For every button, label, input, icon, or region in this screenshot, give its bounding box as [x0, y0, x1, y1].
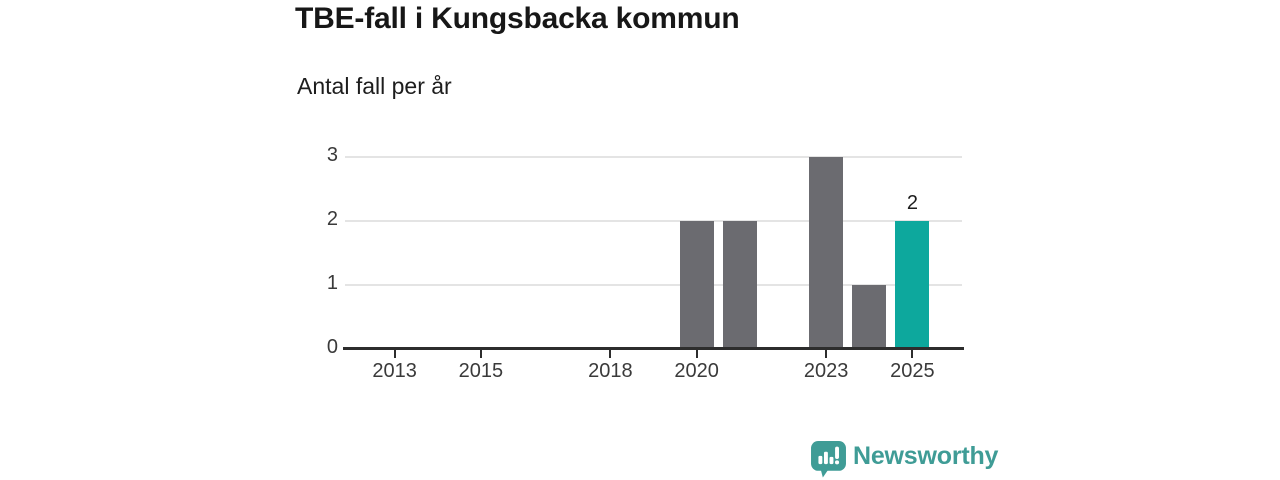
bar-2021: [722, 221, 757, 349]
y-axis-label: 1: [326, 272, 338, 294]
x-axis-label: 2025: [890, 360, 935, 382]
x-axis-line: [343, 347, 964, 350]
bar-2025: [895, 221, 930, 349]
newsworthy-speech-bubble-chart-icon: [811, 441, 846, 478]
newsworthy-logo: Newsworthy: [811, 441, 998, 478]
x-axis-label: 2018: [588, 360, 633, 382]
x-axis-tick: [609, 350, 612, 358]
x-axis-label: 2015: [458, 360, 504, 382]
x-axis-label: 2020: [674, 360, 719, 382]
y-axis-label: 2: [326, 208, 338, 230]
y-axis-label: 0: [326, 336, 338, 358]
y-axis-label: 3: [326, 144, 338, 166]
bar-2023: [809, 157, 844, 349]
x-axis-tick: [479, 350, 482, 358]
x-axis-label: 2023: [803, 360, 849, 382]
gridline: [345, 220, 962, 222]
x-axis-label: 2013: [372, 360, 417, 382]
gridline: [345, 156, 962, 158]
x-axis-tick: [695, 350, 698, 358]
bar-2020: [679, 221, 714, 349]
x-axis-tick: [825, 350, 828, 358]
bar-2024: [852, 285, 887, 349]
gridline: [345, 284, 962, 286]
chart-subtitle: Antal fall per år: [297, 73, 452, 99]
bar-value-label: 2: [906, 192, 918, 214]
x-axis-tick: [911, 350, 914, 358]
chart-title: TBE-fall i Kungsbacka kommun: [295, 2, 740, 35]
newsworthy-logo-text: Newsworthy: [853, 442, 999, 470]
x-axis-tick: [393, 350, 396, 358]
